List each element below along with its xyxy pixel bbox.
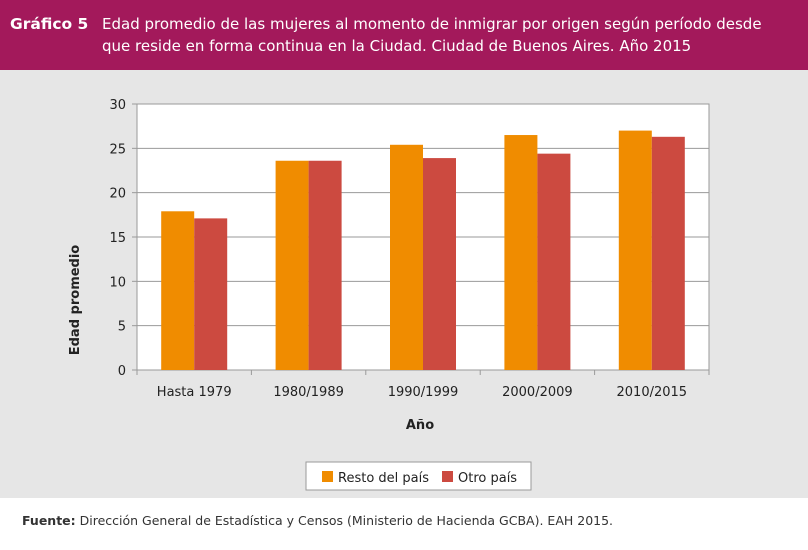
x-tick-label: Hasta 1979 — [157, 385, 232, 400]
legend-box — [305, 461, 532, 491]
y-tick-label: 25 — [109, 142, 126, 157]
y-tick-label: 20 — [109, 187, 126, 202]
y-tick-label: 15 — [109, 231, 126, 246]
bar-resto-del-pais — [390, 144, 423, 370]
bar-chart: 0 5 10 15 20 25 30 Hasta 1979 1980/1989 1990/199… — [68, 98, 710, 491]
y-tick-label: 10 — [109, 275, 126, 290]
legend: Resto del país Otro país — [305, 461, 532, 491]
bar-otro-pais — [537, 153, 571, 370]
bar-resto-del-pais — [504, 135, 538, 370]
bar-otro-pais — [194, 218, 228, 370]
legend-label-resto-del-pais: Resto del país — [338, 471, 429, 486]
source-text: Dirección General de Estadística y Censo… — [75, 513, 614, 528]
y-tick-label: 0 — [118, 364, 126, 379]
y-axis-title: Edad promedio — [68, 245, 83, 356]
bar-resto-del-pais — [275, 160, 309, 370]
source-note: Fuente: Dirección General de Estadística… — [22, 513, 613, 528]
x-tick-label: 2000/2009 — [502, 385, 573, 400]
figure-number: Gráfico 5 — [10, 15, 89, 33]
legend-swatch-otro-pais — [442, 471, 453, 482]
x-axis-title: Año — [406, 418, 434, 433]
y-tick-label: 5 — [118, 320, 126, 335]
legend-swatch-resto-del-pais — [322, 471, 333, 482]
chart-area: 0 5 10 15 20 25 30 Hasta 1979 1980/1989 1990/199… — [0, 70, 808, 498]
chart-title: Edad promedio de las mujeres al momento … — [102, 15, 762, 55]
bar-otro-pais — [308, 160, 342, 370]
y-tick-label: 30 — [109, 98, 126, 113]
x-tick-label: 1980/1989 — [273, 385, 344, 400]
source-label: Fuente: — [22, 513, 76, 528]
bar-resto-del-pais — [161, 211, 195, 370]
bar-otro-pais — [651, 136, 685, 370]
x-tick-label: 2010/2015 — [617, 385, 688, 400]
bar-otro-pais — [423, 158, 456, 370]
bar-resto-del-pais — [618, 130, 652, 370]
chart-header: Gráfico 5 Edad promedio de las mujeres a… — [0, 0, 808, 70]
legend-label-otro-pais: Otro país — [458, 471, 517, 486]
chart-footer: Fuente: Dirección General de Estadística… — [0, 498, 808, 550]
x-tick-label: 1990/1999 — [388, 385, 459, 400]
